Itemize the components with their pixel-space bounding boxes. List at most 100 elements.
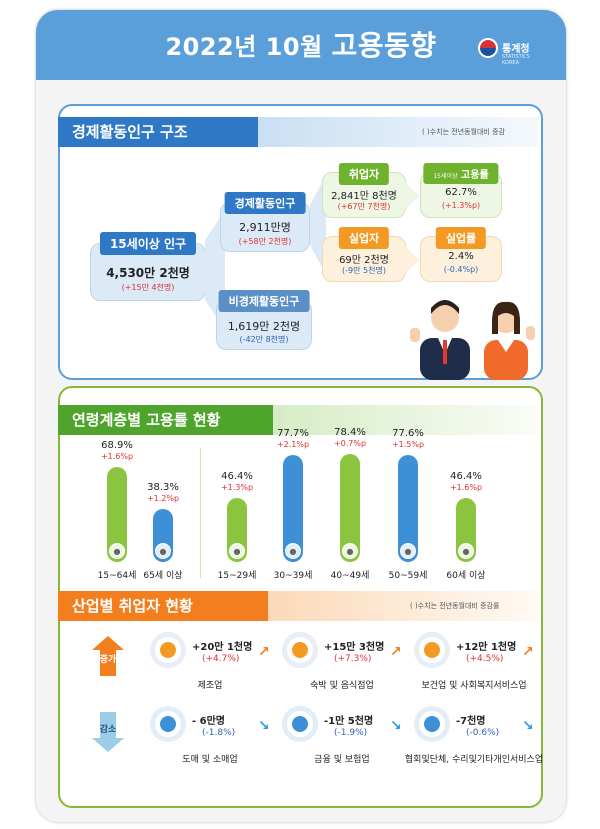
- age-value: 46.4%: [221, 471, 253, 482]
- inactive-box: 비경제활동인구 1,619만 2천명 (-42만 8천명): [208, 290, 320, 350]
- age-label: 50~59세: [388, 571, 428, 581]
- industry-value: -7천명: [456, 716, 486, 727]
- age-bar: [340, 454, 360, 562]
- age-title-band: [273, 405, 538, 435]
- decrease-tag-icon: [92, 712, 124, 752]
- title-main: 고용동향: [331, 29, 437, 62]
- unemployment-rate-chevron: [404, 246, 420, 274]
- industry-value: - 6만명: [192, 716, 225, 727]
- person-icon: ●: [155, 543, 171, 559]
- unemployment-rate-label: 실업률: [435, 227, 487, 249]
- person-icon: ●: [458, 543, 474, 559]
- unemployed-value: 69만 2천명: [339, 255, 389, 266]
- industry-name: 숙박 및 음식점업: [310, 681, 374, 691]
- person-icon: ●: [285, 543, 301, 559]
- employed-box: 취업자 2,841만 8천명 (+67만 7천명): [316, 163, 412, 219]
- industry-change: (+4.7%): [202, 654, 240, 664]
- unemployment-rate-box: 실업률 2.4% (-0.4%p): [414, 227, 508, 283]
- down-arrow-icon: ↘: [390, 718, 402, 734]
- industry-change: (-0.6%): [466, 728, 500, 738]
- age-label: 60세 이상: [446, 571, 486, 581]
- dining-icon: [282, 632, 318, 668]
- industry-name: 제조업: [197, 681, 223, 691]
- pop15-value: 4,530만 2천명: [106, 266, 190, 280]
- active-value: 2,911만명: [239, 221, 291, 234]
- age-value: 78.4%: [334, 427, 366, 438]
- basket-icon: [150, 706, 186, 742]
- icon-glyph: [292, 716, 308, 732]
- medical-kit-icon: [414, 632, 450, 668]
- taegeuk-icon: [478, 38, 498, 58]
- tools-icon: [414, 706, 450, 742]
- person-icon: ●: [109, 543, 125, 559]
- age-bar: [107, 467, 127, 562]
- increase-label: 증가: [99, 655, 117, 665]
- industry-name: 보건업 및 사회복지서비스업: [421, 681, 527, 691]
- age-change: +1.3%p: [220, 483, 254, 492]
- up-arrow-icon: ↗: [522, 644, 534, 660]
- industry-change: (-1.8%): [202, 728, 236, 738]
- up-arrow-icon: ↗: [390, 644, 402, 660]
- unemployed-box: 실업자 69만 2천명 (-9만 5천명): [316, 227, 412, 283]
- employment-rate-label-small: 15세이상: [433, 173, 458, 180]
- industry-value: +12만 1천명: [456, 642, 517, 653]
- age-label: 65세 이상: [143, 571, 183, 581]
- age-change: +2.1%p: [276, 440, 310, 449]
- decrease-label: 감소: [99, 725, 117, 735]
- structure-title: 경제활동인구 구조: [58, 117, 258, 147]
- employed-value: 2,841만 8천명: [331, 191, 397, 202]
- age-label: 15~29세: [217, 571, 257, 581]
- industry-value: +15만 3천명: [324, 642, 385, 653]
- page-title: 2022년 10월 고용동향: [36, 24, 566, 64]
- active-change: (+58만 2천명): [238, 237, 292, 246]
- structure-title-band: [258, 117, 538, 147]
- employment-rate-chevron: [404, 182, 420, 210]
- industry-value: +20만 1천명: [192, 642, 253, 653]
- industry-title-band: [268, 591, 538, 621]
- age-value: 68.9%: [101, 440, 133, 451]
- age-value: 77.6%: [392, 428, 424, 439]
- pop15-box: 15세이상 인구 4,530만 2천명 (+15만 4천명): [90, 232, 206, 302]
- industry-value: -1만 5천명: [324, 716, 374, 727]
- employment-rate-box: 15세이상 고용률 62.7% (+1.3%p): [414, 163, 508, 219]
- age-change: +0.7%p: [333, 439, 367, 448]
- age-value: 38.3%: [147, 482, 179, 493]
- age-label: 40~49세: [330, 571, 370, 581]
- industry-title: 산업별 취업자 현황: [58, 591, 268, 621]
- age-value: 46.4%: [450, 471, 482, 482]
- pop15-change: (+15만 4천명): [121, 283, 175, 292]
- inactive-label: 비경제활동인구: [218, 290, 310, 312]
- up-arrow-icon: ↗: [258, 644, 270, 660]
- unemployed-change: (-9만 5천명): [342, 266, 386, 275]
- employment-rate-label: 고용률: [461, 170, 489, 181]
- industry-change: (-1.9%): [334, 728, 368, 738]
- pop15-label: 15세이상 인구: [99, 232, 197, 255]
- age-change: +1.2%p: [146, 494, 180, 503]
- down-arrow-icon: ↘: [522, 718, 534, 734]
- age-change: +1.5%p: [391, 440, 425, 449]
- icon-glyph: [424, 716, 440, 732]
- age-bar: [398, 455, 418, 562]
- industry-note: ( )수치는 전년동월대비 증감률: [410, 602, 500, 610]
- icon-glyph: [292, 642, 308, 658]
- industry-change: (+7.3%): [334, 654, 372, 664]
- age-change: +1.6%p: [449, 483, 483, 492]
- age-change: +1.6%p: [100, 452, 134, 461]
- logo-subtext: STATISTICS KOREA: [502, 54, 530, 66]
- person-icon: ●: [400, 543, 416, 559]
- office-workers-illustration: [410, 300, 535, 380]
- active-box: 경제활동인구 2,911만명 (+58만 2천명): [210, 192, 320, 252]
- employment-rate-value: 62.7%: [445, 187, 477, 198]
- inactive-value: 1,619만 2천명: [227, 320, 301, 333]
- employed-label: 취업자: [338, 163, 390, 185]
- unemployed-label: 실업자: [338, 227, 390, 249]
- active-label: 경제활동인구: [224, 192, 306, 214]
- employment-rate-change: (+1.3%p): [441, 201, 481, 210]
- person-icon: ●: [342, 543, 358, 559]
- industry-name: 금융 및 보험업: [314, 755, 370, 765]
- money-icon: [282, 706, 318, 742]
- icon-glyph: [160, 716, 176, 732]
- industry-change: (+4.5%): [466, 654, 504, 664]
- icon-glyph: [424, 642, 440, 658]
- logo-text: 통계청: [502, 44, 530, 55]
